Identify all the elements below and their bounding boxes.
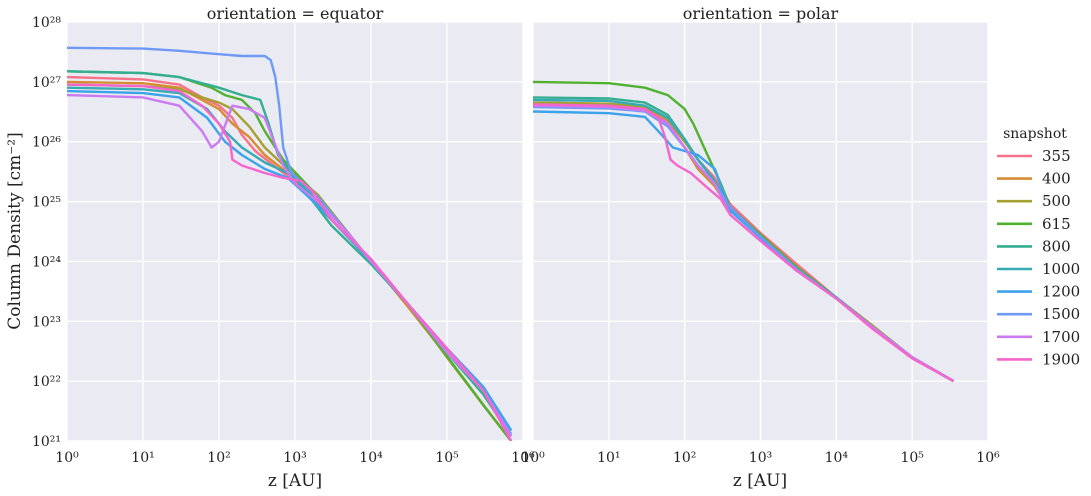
x-tick-label: 10⁰ (521, 450, 545, 466)
y-tick-label: 10²⁵ (32, 195, 61, 211)
x-tick-label: 10³ (749, 450, 772, 466)
y-tick-label: 10²³ (32, 314, 61, 330)
legend-label-1700: 1700 (1042, 328, 1080, 346)
panel-equator: orientation = equator 10⁰ 10¹ 10² 10³ 10⁴ 10⁵ 1… (32, 4, 535, 466)
panel-title: orientation = polar (683, 4, 839, 23)
y-tick-label: 10²⁷ (32, 75, 61, 91)
legend-label-500: 500 (1042, 192, 1071, 210)
x-tick-label: 10⁵ (900, 450, 924, 466)
series-line-1900 (67, 83, 513, 441)
x-tick-label: 10⁶ (511, 450, 535, 466)
legend-title: snapshot (1003, 126, 1067, 142)
y-tick-label: 10²⁸ (32, 15, 61, 31)
series-group (67, 46, 513, 441)
panel-polar: orientation = polar 10⁰ 10¹ 10² 10³ 10⁴ 10⁵ 10⁶ (521, 4, 1000, 466)
y-axis-label: Column Density [cm⁻²] (5, 132, 25, 329)
y-tick-label: 10²⁴ (32, 254, 61, 270)
series-group (533, 80, 955, 383)
legend-label-800: 800 (1042, 237, 1071, 255)
x-tick-label: 10² (207, 450, 230, 466)
y-tick-label: 10²² (32, 374, 61, 390)
panel-title: orientation = equator (207, 4, 384, 23)
legend: snapshot 355 400 500 615 800 1000 1200 1500 1700… (997, 126, 1080, 368)
x-tick-label: 10² (673, 450, 696, 466)
legend-label-1200: 1200 (1042, 283, 1080, 301)
y-tick-label: 10²¹ (32, 434, 61, 450)
x-tick-label: 10⁴ (359, 450, 383, 466)
legend-label-400: 400 (1042, 170, 1071, 188)
x-tick-label: 10⁴ (825, 450, 849, 466)
x-tick-label: 10⁶ (976, 450, 1000, 466)
x-tick-label: 10⁵ (435, 450, 459, 466)
x-tick-label: 10⁰ (55, 450, 79, 466)
legend-label-355: 355 (1042, 147, 1071, 165)
x-tick-label: 10¹ (131, 450, 154, 466)
legend-label-1900: 1900 (1042, 350, 1080, 368)
y-tick-label: 10²⁶ (32, 135, 61, 151)
x-axis-label-equator: z [AU] (268, 471, 322, 491)
x-axis-label-polar: z [AU] (733, 471, 787, 491)
legend-label-615: 615 (1042, 215, 1071, 233)
series-line-1900 (533, 103, 954, 383)
x-tick-label: 10³ (283, 450, 306, 466)
legend-label-1000: 1000 (1042, 260, 1080, 278)
x-tick-label: 10¹ (597, 450, 620, 466)
legend-label-1500: 1500 (1042, 305, 1080, 323)
